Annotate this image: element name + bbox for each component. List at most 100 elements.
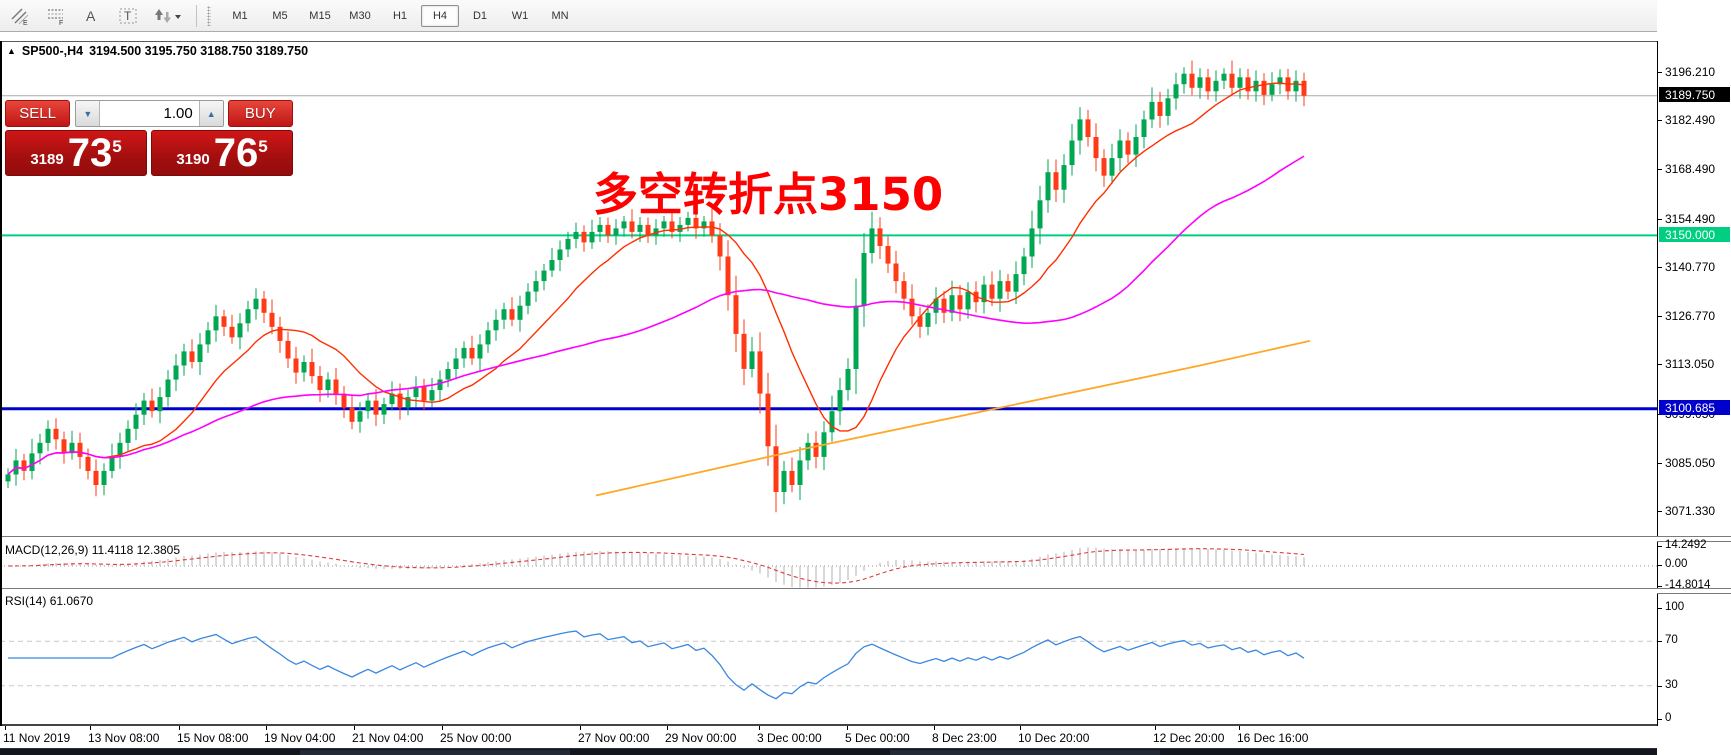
price-tick <box>1657 463 1662 464</box>
rsi-tick <box>1657 608 1662 609</box>
macd-label: MACD(12,26,9) 11.4118 12.3805 <box>5 543 181 557</box>
time-tick-label: 5 Dec 00:00 <box>845 731 910 745</box>
time-tick-label: 16 Dec 16:00 <box>1237 731 1309 745</box>
ask-price-prefix: 3190 <box>176 150 210 168</box>
svg-text:E: E <box>23 20 28 26</box>
macd-tick-label: -14.8014 <box>1665 579 1711 591</box>
taskbar-segment <box>890 750 1160 755</box>
time-tick <box>934 726 935 730</box>
symbol-collapse-icon[interactable]: ▲ <box>7 46 16 56</box>
macd-tick-label: 14.2492 <box>1665 539 1707 551</box>
rsi-tick <box>1657 641 1662 642</box>
main-chart-panel[interactable]: ▲ SP500-,H4 3194.500 3195.750 3188.750 3… <box>0 41 1657 537</box>
svg-text:T: T <box>124 9 132 23</box>
toolbar-grip[interactable] <box>207 5 211 26</box>
time-tick <box>442 726 443 730</box>
text-label-icon[interactable]: T <box>114 3 142 29</box>
rsi-chart <box>0 630 1657 700</box>
timeframe-button-w1[interactable]: W1 <box>511 9 529 22</box>
time-tick <box>5 726 6 730</box>
macd-tick <box>1657 586 1662 587</box>
rsi-tick-label: 0 <box>1665 712 1672 724</box>
bid-price-pip: 5 <box>112 137 122 156</box>
timeframe-button-h1[interactable]: H1 <box>392 9 408 22</box>
time-axis[interactable]: 11 Nov 2019 13 Nov 08:00 15 Nov 08:00 19 No… <box>0 726 1657 747</box>
time-tick <box>1239 726 1240 730</box>
ask-price-panel[interactable]: 3190 76 5 <box>151 130 293 176</box>
timeframe-button-mn[interactable]: MN <box>551 9 569 22</box>
price-tick <box>1657 72 1662 73</box>
price-axis-border <box>1657 41 1658 726</box>
time-tick <box>580 726 581 730</box>
buy-button[interactable]: BUY <box>227 100 293 127</box>
time-tick <box>847 726 848 730</box>
equidistant-channel-icon[interactable]: E <box>6 3 34 29</box>
price-tick-label: 3113.050 <box>1665 357 1715 371</box>
rsi-label: RSI(14) 61.0670 <box>5 594 94 608</box>
rsi-tick-label: 100 <box>1665 601 1685 613</box>
price-tick-label: 3196.210 <box>1665 65 1716 79</box>
level-price-label: 3100.685 <box>1659 400 1730 415</box>
axis-separator-1 <box>1657 536 1731 542</box>
svg-text:F: F <box>59 20 63 26</box>
price-tick <box>1657 169 1662 170</box>
price-tick-label: 3071.330 <box>1665 504 1716 518</box>
time-tick-label: 8 Dec 23:00 <box>932 731 997 745</box>
candlestick-chart <box>0 60 1657 513</box>
price-tick <box>1657 511 1662 512</box>
timeframe-button-m5[interactable]: M5 <box>272 9 288 22</box>
time-tick <box>1020 726 1021 730</box>
price-tick <box>1657 364 1662 365</box>
fibonacci-retracement-icon[interactable]: F <box>42 3 70 29</box>
text-icon[interactable]: A <box>78 3 106 29</box>
macd-tick <box>1657 565 1662 566</box>
price-tick <box>1657 219 1662 220</box>
volume-spinner: ▼ ▲ <box>75 100 224 127</box>
taskbar-strip <box>0 748 1731 755</box>
arrows-icon[interactable] <box>150 3 186 29</box>
ask-price-pip: 5 <box>258 137 268 156</box>
drawing-tools-group: E F A T <box>0 3 186 29</box>
volume-input[interactable] <box>100 101 199 126</box>
timeframe-button-m15[interactable]: M15 <box>309 9 331 22</box>
time-tick <box>667 726 668 730</box>
current-price-label: 3189.750 <box>1659 87 1730 102</box>
time-tick-label: 11 Nov 2019 <box>3 731 71 745</box>
rsi-tick <box>1657 686 1662 687</box>
price-tick-label: 3126.770 <box>1665 309 1716 323</box>
timeframe-button-m1[interactable]: M1 <box>232 9 248 22</box>
rsi-indicator-panel: RSI(14) 61.0670 <box>0 592 1657 724</box>
time-tick-label: 25 Nov 00:00 <box>440 731 512 745</box>
macd-chart <box>0 547 1657 588</box>
chart-text-annotation: 多空转折点3150 <box>593 168 944 221</box>
sell-button[interactable]: SELL <box>5 100 71 127</box>
one-click-trading-widget: SELL ▼ ▲ BUY 3189 73 5 3190 76 5 <box>5 100 293 176</box>
price-tick <box>1657 120 1662 121</box>
chart-bottom-border <box>0 724 1657 726</box>
time-tick-label: 15 Nov 08:00 <box>177 731 249 745</box>
bid-price-main: 73 <box>67 131 113 175</box>
macd-tick <box>1657 546 1662 547</box>
time-tick <box>759 726 760 730</box>
volume-decrease-button[interactable]: ▼ <box>76 101 101 126</box>
time-tick-label: 10 Dec 20:00 <box>1018 731 1090 745</box>
macd-tick-label: 0.00 <box>1665 558 1688 570</box>
timeframe-button-m30[interactable]: M30 <box>349 9 371 22</box>
bid-price-prefix: 3189 <box>30 150 64 168</box>
price-tick-label: 3085.050 <box>1665 456 1716 470</box>
bid-price-panel[interactable]: 3189 73 5 <box>5 130 147 176</box>
price-tick-label: 3182.490 <box>1665 113 1716 127</box>
volume-increase-button[interactable]: ▲ <box>198 101 223 126</box>
taskbar-segment <box>300 750 570 755</box>
axis-separator-2 <box>1657 588 1731 594</box>
price-tick <box>1657 316 1662 317</box>
price-tick-label: 3140.770 <box>1665 260 1716 274</box>
timeframe-button-h4[interactable]: H4 <box>421 4 459 27</box>
rsi-tick-label: 30 <box>1665 679 1678 691</box>
timeframe-button-d1[interactable]: D1 <box>472 9 488 22</box>
time-tick <box>354 726 355 730</box>
time-tick <box>266 726 267 730</box>
time-tick-label: 19 Nov 04:00 <box>264 731 336 745</box>
price-axis[interactable]: 3196.210 3182.490 3168.490 3154.490 3140.770… <box>1657 0 1731 755</box>
macd-indicator-panel: MACD(12,26,9) 11.4118 12.3805 <box>0 541 1657 588</box>
